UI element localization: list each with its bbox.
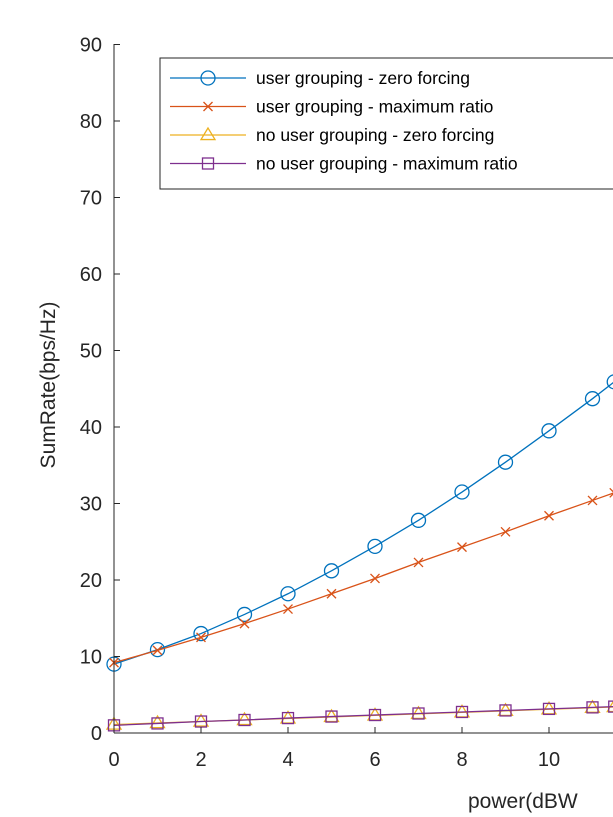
data-point [196, 632, 206, 643]
data-point [367, 538, 383, 554]
x-tick-label: 2 [195, 749, 206, 771]
y-tick-label: 30 [80, 494, 102, 516]
data-point [410, 512, 427, 528]
data-point [236, 606, 253, 623]
axes: 0 10 20 30 40 50 60 70 80 90 0 2 4 6 8 10 [80, 35, 613, 771]
data-point [457, 542, 467, 553]
legend-item: no user grouping - zero forcing [170, 125, 494, 145]
data-point [587, 495, 598, 506]
marker-stroke [609, 493, 613, 498]
data-point [542, 702, 556, 716]
data-point [500, 526, 511, 537]
marker-stroke [500, 526, 511, 537]
marker-stroke [544, 510, 554, 521]
x-tick-label: 10 [538, 749, 560, 771]
data-point [606, 374, 613, 390]
x-tick-label: 8 [456, 749, 467, 771]
data-point [609, 487, 613, 498]
legend: user grouping - zero forcing user groupin… [159, 57, 613, 190]
marker-stroke [283, 604, 293, 615]
data-point [541, 423, 557, 439]
y-tick-label: 60 [80, 264, 102, 286]
legend-label: user grouping - maximum ratio [256, 97, 493, 117]
y-tick-label: 50 [80, 341, 102, 363]
data-point [412, 707, 425, 720]
y-axis-title: SumRate(bps/Hz) [37, 302, 60, 469]
data-point [193, 625, 209, 642]
marker-stroke [239, 618, 250, 629]
marker-stroke [587, 495, 598, 506]
data-point [152, 645, 163, 656]
data-point [280, 586, 296, 602]
y-tick-label: 40 [80, 417, 102, 439]
x-tick-label: 4 [282, 749, 293, 771]
marker-stroke [152, 645, 163, 656]
data-point [149, 714, 166, 729]
legend-marker [201, 157, 215, 170]
y-tick-label: 10 [80, 647, 102, 669]
legend-label: no user grouping - zero forcing [256, 125, 494, 145]
data-point [239, 618, 250, 629]
data-point [497, 454, 514, 470]
data-point [326, 588, 337, 599]
x-axis-title: power(dBW [468, 790, 578, 813]
marker-stroke [413, 557, 424, 568]
y-tick-label: 90 [80, 35, 102, 57]
data-point [323, 563, 340, 579]
y-tick-label: 80 [80, 111, 102, 133]
data-point [238, 713, 251, 727]
data-point [370, 573, 380, 584]
series-line [113, 706, 613, 726]
marker-stroke [326, 588, 337, 599]
data-point [608, 700, 613, 713]
legend-label: user grouping - zero forcing [256, 68, 470, 88]
data-point [368, 708, 382, 722]
data-point [151, 717, 164, 730]
legend-item: user grouping - maximum ratio [170, 97, 493, 117]
data-point [413, 557, 424, 568]
legend-marker [200, 70, 216, 86]
x-tick-label: 0 [108, 749, 119, 771]
legend-marker [203, 101, 213, 112]
legend-item: user grouping - zero forcing [170, 68, 470, 88]
data-point [544, 510, 554, 521]
data-point [586, 701, 599, 714]
y-tick-label: 0 [91, 723, 102, 745]
data-point [499, 704, 512, 717]
marker-stroke [196, 632, 206, 643]
legend-item: no user grouping - maximum ratio [170, 154, 518, 174]
marker-stroke [609, 487, 613, 493]
series-line [113, 382, 613, 665]
data-point [455, 705, 469, 719]
marker-stroke [370, 573, 380, 584]
data-point [606, 700, 613, 713]
marker-stroke [457, 542, 467, 553]
data-point [192, 713, 210, 727]
data-point [236, 711, 253, 726]
x-tick-label: 6 [369, 749, 380, 771]
legend-marker [199, 126, 217, 141]
data-point [283, 604, 293, 615]
legend-label: no user grouping - maximum ratio [256, 154, 518, 174]
data-point [325, 710, 338, 723]
data-point [454, 484, 470, 500]
data-point [584, 391, 601, 407]
marker-stroke [203, 101, 213, 112]
y-tick-label: 20 [80, 570, 102, 592]
legend-box [159, 57, 613, 190]
y-tick-label: 70 [80, 188, 102, 210]
data-point [149, 641, 166, 658]
data-point [281, 711, 295, 725]
